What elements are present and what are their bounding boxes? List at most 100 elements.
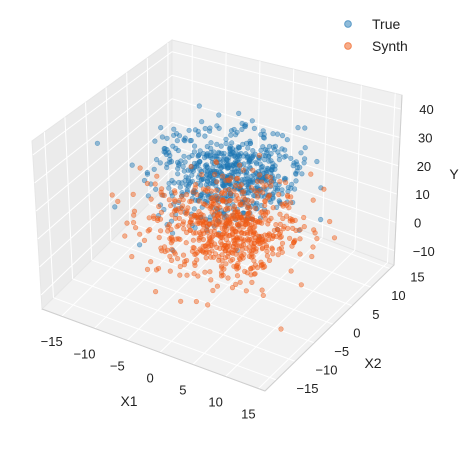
point-true — [192, 127, 198, 133]
point-true — [175, 159, 181, 165]
x-grid-floor — [258, 262, 388, 389]
point-synth — [175, 222, 182, 228]
x-grid-floor — [225, 249, 356, 377]
point-true — [195, 174, 201, 180]
point-synth — [331, 235, 338, 241]
point-synth — [165, 228, 171, 234]
point-synth — [261, 184, 267, 190]
point-synth — [278, 234, 284, 240]
point-true — [262, 157, 268, 163]
point-true — [214, 141, 220, 147]
point-true — [266, 158, 272, 164]
point-true — [247, 164, 253, 170]
point-true — [240, 141, 246, 147]
point-synth — [257, 240, 263, 246]
point-synth — [290, 225, 296, 231]
point-synth — [207, 238, 213, 244]
point-synth — [233, 197, 239, 203]
point-synth — [207, 269, 213, 275]
point-true — [299, 171, 305, 177]
point-true — [207, 128, 213, 134]
point-true — [153, 186, 159, 192]
legend: True Synth — [344, 16, 408, 54]
point-true — [229, 146, 235, 152]
point-true — [189, 152, 195, 159]
point-true — [230, 163, 236, 169]
point-synth — [181, 262, 187, 268]
point-true — [254, 200, 260, 206]
y-tick-label: 10 — [391, 288, 405, 303]
point-synth — [245, 198, 251, 204]
x-tick-label: 5 — [179, 383, 186, 398]
point-true — [265, 154, 272, 160]
y-tick-label: 5 — [372, 307, 379, 322]
point-synth — [243, 217, 249, 223]
point-true — [181, 137, 187, 143]
point-synth — [265, 195, 271, 201]
point-true — [285, 188, 291, 195]
point-true — [171, 180, 177, 186]
point-synth — [188, 198, 195, 204]
x-grid-wall — [354, 85, 362, 251]
point-true — [276, 153, 282, 159]
point-true — [174, 138, 180, 144]
point-synth — [209, 248, 215, 254]
y-grid-wall — [85, 102, 93, 261]
point-synth — [267, 174, 273, 180]
point-true — [200, 176, 206, 182]
x-grid-wall — [256, 61, 261, 214]
point-synth — [284, 213, 290, 219]
point-synth — [210, 221, 216, 227]
point-true — [112, 204, 118, 210]
point-synth — [235, 237, 241, 243]
point-synth — [189, 220, 195, 226]
point-synth — [239, 253, 245, 259]
y-grid-wall — [126, 72, 131, 223]
point-synth — [271, 227, 278, 233]
point-true — [246, 159, 252, 165]
point-true — [166, 180, 172, 186]
z-axis-label: Y — [449, 166, 459, 182]
point-synth — [159, 192, 165, 198]
point-true — [223, 136, 229, 142]
point-true — [129, 162, 135, 168]
point-synth — [198, 211, 204, 217]
point-true — [261, 135, 267, 141]
point-synth — [297, 227, 303, 233]
point-synth — [269, 245, 275, 251]
point-true — [175, 171, 181, 177]
point-true — [137, 242, 143, 248]
point-true — [213, 169, 219, 175]
point-synth — [279, 201, 285, 207]
point-synth — [152, 181, 158, 187]
point-true — [181, 168, 187, 174]
axis-labels: X1 X2 Y — [120, 166, 459, 409]
point-synth — [191, 230, 197, 236]
point-synth — [278, 326, 284, 332]
point-synth — [141, 237, 148, 243]
point-true — [177, 184, 183, 190]
point-true — [249, 118, 255, 124]
point-synth — [259, 209, 265, 215]
point-synth — [264, 174, 270, 180]
point-synth — [225, 253, 231, 260]
point-synth — [233, 229, 239, 235]
point-synth — [268, 183, 274, 189]
z-grid-left — [34, 74, 173, 184]
point-synth — [200, 243, 206, 249]
z-grid-right — [171, 98, 399, 167]
point-synth — [191, 271, 197, 277]
point-synth — [310, 197, 316, 203]
point-synth — [297, 236, 303, 242]
point-true — [243, 169, 249, 175]
point-true — [189, 166, 196, 172]
point-true — [247, 140, 254, 146]
point-true — [232, 154, 238, 160]
point-synth — [237, 199, 243, 205]
z-grid-left — [40, 168, 173, 296]
point-true — [261, 131, 267, 137]
point-synth — [230, 231, 236, 237]
point-synth — [219, 173, 226, 179]
point-true — [276, 157, 283, 163]
